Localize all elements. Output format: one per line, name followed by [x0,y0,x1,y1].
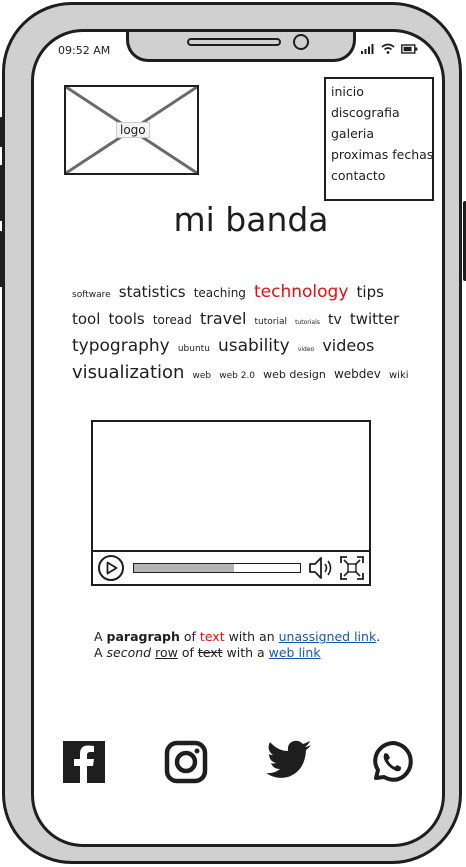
tag-teaching[interactable]: teaching [193,286,246,300]
nav-item-proximas-fechas[interactable]: proximas fechas [331,147,434,162]
tag-videos[interactable]: videos [322,336,375,355]
tag-webdev[interactable]: webdev [333,367,381,381]
nav-item-contacto[interactable]: contacto [331,168,386,183]
logo-placeholder[interactable]: logo [64,85,199,175]
text-segment: of [179,629,200,644]
tag-tutorial[interactable]: tutorial [254,317,287,327]
nav-item-inicio[interactable]: inicio [331,84,364,99]
tag-tips[interactable]: tips [356,283,384,301]
tag-toread[interactable]: toread [152,313,192,327]
tag-usability[interactable]: usability [218,336,290,356]
tag-technology[interactable]: technology [254,282,349,302]
tag-travel[interactable]: travel [199,309,247,328]
italic-text: second [106,645,152,660]
nav-menu: inicio discografia galeria proximas fech… [324,77,434,201]
tag-cloud: software statistics teaching technology … [72,280,412,388]
video-progress-fill [133,564,234,572]
facebook-icon[interactable] [62,740,106,784]
tag-tool[interactable]: tool [72,310,101,328]
tag-visualization[interactable]: visualization [72,362,185,383]
paragraph-line-1: A paragraph of text with an unassigned l… [94,629,380,645]
red-text: text [199,629,225,644]
mute-switch [0,117,3,147]
text-segment: with a [222,645,269,660]
speaker [187,38,281,46]
notch [126,32,356,62]
volume-up-button [0,165,3,221]
text-segment: A [94,645,107,660]
tag-typography[interactable]: typography [72,336,170,356]
tag-statistics[interactable]: statistics [118,283,186,301]
video-controls [93,550,369,584]
status-time: 09:52 AM [58,44,111,57]
web-link[interactable]: web link [268,645,321,660]
tag-tv[interactable]: tv [327,312,342,328]
phone-screen: 09:52 AM logo [31,29,445,847]
paragraph-line-2: A second row of text with a web link [94,645,380,661]
battery-icon [401,43,418,54]
tag-web-2-0[interactable]: web 2.0 [219,371,256,381]
tag-ubuntu[interactable]: ubuntu [177,344,210,354]
whatsapp-icon[interactable] [370,740,414,784]
logo-label: logo [116,122,150,138]
tag-web[interactable]: web [192,371,212,381]
instagram-icon[interactable] [164,740,208,784]
video-player[interactable] [91,420,371,586]
fullscreen-icon[interactable] [339,555,365,581]
volume-down-button [0,231,3,287]
text-segment: A [94,629,107,644]
unassigned-link[interactable]: unassigned link [278,629,377,644]
nav-item-galeria[interactable]: galeria [331,126,375,141]
status-icons [361,43,418,54]
tag-wiki[interactable]: wiki [388,370,409,381]
tag-software[interactable]: software [72,290,111,300]
wifi-icon [381,43,395,54]
tag-web-design[interactable]: web design [263,368,326,381]
nav-item-discografia[interactable]: discografia [331,105,400,120]
strikethrough-text: text [197,645,223,660]
power-button [463,201,466,281]
text-segment: of [177,645,198,660]
social-links [62,740,414,784]
signal-icon [361,44,374,54]
camera [293,34,309,50]
bold-text: paragraph [106,629,180,644]
paragraph: A paragraph of text with an unassigned l… [94,629,380,661]
video-progress-bar[interactable] [132,563,302,573]
text-segment: with an [224,629,279,644]
page-title: mi banda [173,200,329,239]
twitter-icon[interactable] [266,740,312,780]
tag-twitter[interactable]: twitter [349,310,400,328]
play-icon[interactable] [97,554,125,582]
tag-tutorials[interactable]: tutorials [295,319,320,326]
tag-tools[interactable]: tools [108,310,145,328]
text-segment: . [376,629,381,644]
volume-icon[interactable] [307,555,335,581]
underlined-text: row [155,645,178,660]
tag-video[interactable]: video [297,346,315,353]
